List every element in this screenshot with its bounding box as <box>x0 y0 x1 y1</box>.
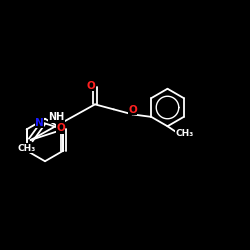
Text: O: O <box>56 123 65 133</box>
Text: CH₃: CH₃ <box>176 129 194 138</box>
Text: CH₃: CH₃ <box>18 144 36 152</box>
Text: O: O <box>128 105 137 115</box>
Text: N: N <box>35 118 44 128</box>
Text: NH: NH <box>48 112 65 122</box>
Text: O: O <box>87 80 96 90</box>
